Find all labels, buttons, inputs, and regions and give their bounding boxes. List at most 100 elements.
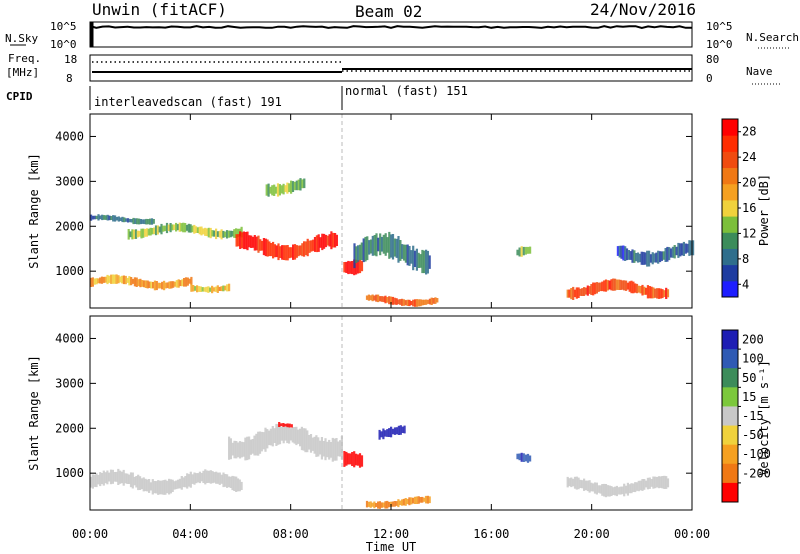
power-echo-cell (646, 250, 649, 267)
velocity-echo-cell (378, 501, 381, 509)
power-echo-cell (126, 277, 129, 283)
power-echo-cell (139, 278, 142, 288)
power-echo-cell (570, 288, 573, 300)
velocity-echo-cell (357, 454, 360, 466)
power-colorbar-step (722, 151, 738, 169)
power-echo-cell (415, 248, 418, 271)
power-echo-cell (406, 299, 409, 306)
power-echo-cell (189, 224, 192, 233)
power-echo-cell (196, 227, 199, 233)
power-echo-cell (367, 294, 370, 301)
power-echo-cell (155, 281, 158, 291)
power-echo-cell (393, 297, 396, 305)
power-echo-cell (134, 218, 137, 224)
power-echo-cell (364, 236, 367, 262)
power-echo-cell (148, 281, 151, 288)
power-echo-cell (686, 243, 689, 253)
power-colorbar-label: Power [dB] (757, 174, 771, 246)
power-echo-cell (222, 230, 225, 238)
power-echo-cell (172, 281, 175, 288)
power-echo-cell (635, 283, 639, 294)
power-echo-cell (408, 299, 411, 307)
power-echo-cell (681, 243, 684, 256)
power-echo-cell (131, 229, 134, 240)
power-echo-cell (360, 260, 364, 272)
power-echo-cell (328, 234, 331, 247)
power-echo-cell (401, 298, 404, 306)
power-echo-cell (140, 228, 143, 239)
power-echo-cell (149, 227, 152, 236)
velocity-echo-cell (244, 437, 247, 461)
velocity-echo-cell (377, 501, 380, 509)
power-echo-cell (111, 274, 115, 284)
velocity-echo-cell (295, 426, 298, 446)
power-echo-cell (402, 244, 406, 261)
power-echo-cell (321, 233, 324, 251)
power-echo-cell (224, 231, 227, 238)
power-echo-cell (395, 298, 398, 305)
velocity-echo-cell (191, 474, 194, 484)
velocity-echo-cell (268, 430, 271, 446)
velocity-ytick-label: 1000 (55, 466, 84, 480)
velocity-echo-cell (386, 429, 389, 437)
velocity-echo-cell (529, 455, 532, 462)
power-echo-cell (291, 181, 295, 192)
power-echo-cell (220, 286, 223, 292)
power-echo-cell (614, 278, 617, 291)
power-echo-cell (628, 281, 631, 292)
power-echo-cell (180, 223, 183, 232)
power-echo-cell (377, 294, 380, 303)
power-echo-cell (209, 287, 212, 292)
power-colorbar: 4 8 12 16 20 24 28 (722, 119, 756, 298)
power-echo-cell (112, 215, 115, 222)
power-echo-cell (194, 286, 197, 291)
velocity-echo-cell (399, 425, 402, 435)
power-echo-cell (388, 231, 391, 259)
power-echo-cell (228, 283, 231, 292)
power-echo-cell (639, 286, 642, 294)
velocity-echo-cell (251, 439, 254, 454)
power-echo-cell (616, 246, 619, 256)
power-echo-cell (290, 247, 293, 258)
power-colorbar-tick-label: 4 (742, 277, 749, 291)
velocity-echo-cell (286, 424, 289, 444)
velocity-echo-cell (617, 487, 620, 495)
cpid-label: CPID (6, 90, 33, 103)
power-echo-cell (626, 282, 629, 290)
velocity-echo-cell (577, 477, 580, 490)
velocity-echo-cell (175, 480, 178, 490)
velocity-echo-cell (280, 423, 283, 427)
power-echo-cell (121, 216, 124, 223)
velocity-echo-cell (526, 453, 530, 463)
power-echo-cell (351, 261, 354, 275)
velocity-echo-cell (663, 475, 666, 489)
power-echo-cell (156, 225, 159, 235)
power-echo-cell (393, 238, 396, 257)
velocity-echo-cell (392, 428, 395, 435)
power-echo-cell (295, 245, 298, 258)
power-echo-cell (362, 238, 365, 263)
power-echo-cell (207, 227, 210, 238)
power-echo-cell (432, 298, 435, 304)
velocity-echo-cell (271, 426, 274, 447)
power-echo-cell (657, 250, 660, 264)
power-echo-cell (127, 229, 130, 240)
velocity-echo-cell (286, 423, 289, 428)
velocity-echo-cell (158, 480, 162, 495)
power-echo-cell (637, 285, 640, 293)
velocity-echo-cell (390, 426, 393, 438)
power-echo-cell (568, 289, 571, 298)
power-echo-cell (301, 243, 304, 257)
velocity-echo-cell (345, 451, 348, 466)
freq-tick-top: 18 (64, 53, 77, 66)
power-echo-cell (99, 277, 102, 284)
power-echo-cell (222, 285, 225, 292)
velocity-echo-cell (358, 453, 362, 468)
velocity-echo-cell (240, 481, 243, 490)
power-echo-cell (235, 228, 238, 238)
power-echo-cell (399, 299, 402, 305)
power-echo-cell (169, 223, 172, 233)
power-echo-cell (268, 241, 271, 257)
velocity-echo-cell (404, 498, 407, 506)
power-echo-cell (524, 246, 527, 255)
